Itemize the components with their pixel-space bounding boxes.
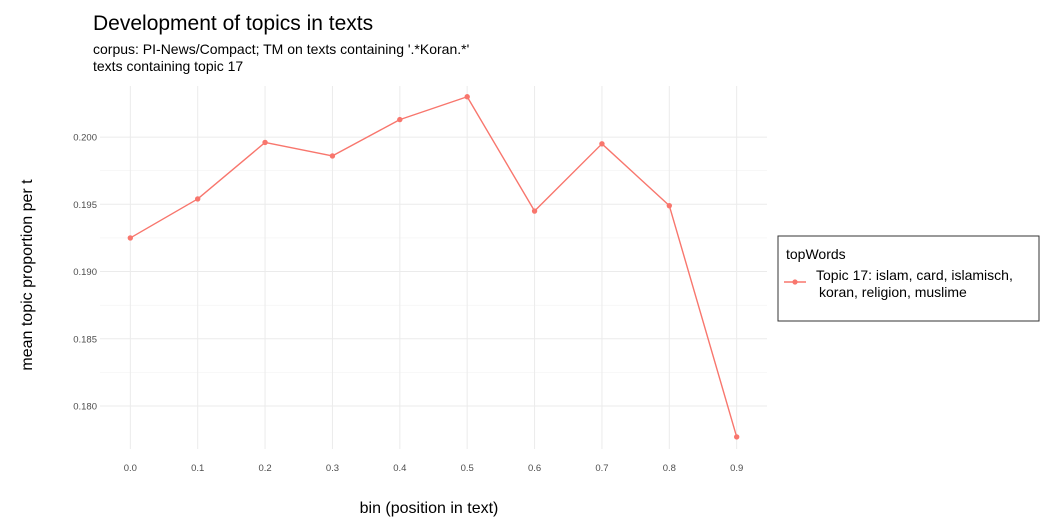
legend-title: topWords [786, 246, 846, 262]
y-tick-label: 0.195 [73, 200, 97, 211]
data-point [397, 116, 403, 123]
x-axis-label: bin (position in text) [360, 500, 499, 517]
y-axis-label: mean topic proportion per t [19, 179, 36, 371]
x-tick-label: 0.5 [461, 463, 474, 474]
legend-entry-line-2: koran, religion, muslime [819, 284, 967, 300]
series-line [129, 96, 738, 438]
data-point [733, 434, 740, 440]
series-layer [127, 94, 740, 440]
x-tick-label: 0.6 [528, 463, 541, 474]
chart-subtitle-line-1: corpus: PI-News/Compact; TM on texts con… [93, 41, 469, 57]
data-point [666, 202, 673, 209]
legend-box [777, 235, 1040, 322]
data-point [262, 139, 268, 146]
data-point [329, 153, 336, 159]
chart-title: Development of topics in texts [93, 12, 373, 35]
chart-subtitle-line-2: texts containing topic 17 [93, 58, 243, 74]
x-tick-label: 0.9 [730, 463, 743, 474]
x-tick-label: 0.8 [663, 463, 676, 474]
legend: topWords Topic 17: islam, card, islamisc… [777, 235, 1040, 322]
y-tick-label: 0.200 [73, 133, 97, 144]
grid-minor [100, 170, 767, 373]
data-point [194, 196, 201, 202]
x-tick-label: 0.7 [595, 463, 608, 474]
data-point [464, 94, 470, 100]
y-tick-label: 0.190 [73, 267, 97, 278]
y-tick-label: 0.180 [73, 401, 97, 412]
data-point [127, 235, 134, 241]
x-axis-ticks: 0.0 0.1 0.2 0.3 0.4 0.5 0.6 0.7 0.8 0.9 [124, 463, 744, 474]
x-tick-label: 0.0 [124, 463, 137, 474]
data-point [599, 141, 605, 147]
x-tick-label: 0.3 [326, 463, 339, 474]
y-tick-label: 0.185 [73, 334, 97, 345]
x-tick-label: 0.4 [393, 463, 406, 474]
y-axis-ticks: 0.180 0.185 0.190 0.195 0.200 [73, 133, 97, 413]
data-point [531, 208, 538, 214]
legend-key-point [792, 279, 798, 285]
x-tick-label: 0.2 [258, 463, 271, 474]
grid-major [100, 86, 767, 449]
legend-entry-line-1: Topic 17: islam, card, islamisch, [816, 267, 1013, 283]
x-tick-label: 0.1 [191, 463, 204, 474]
